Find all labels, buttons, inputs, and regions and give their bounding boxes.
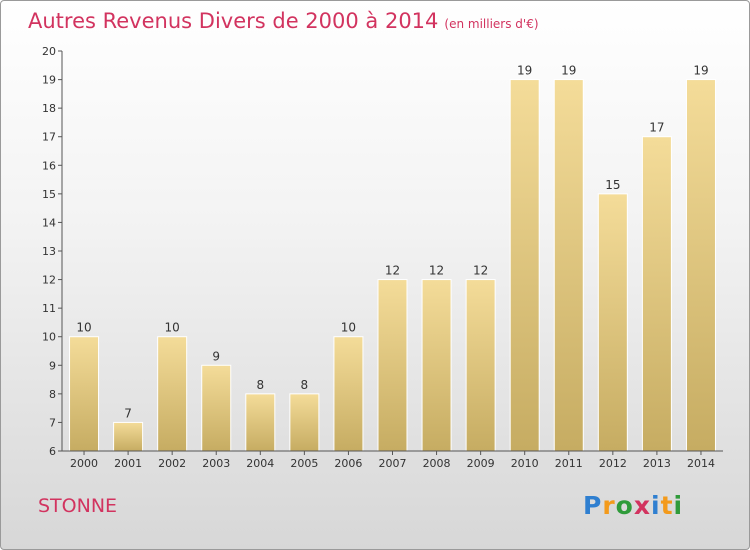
y-tick-label: 17 [42, 131, 56, 144]
y-tick-label: 14 [42, 216, 56, 229]
bar [597, 193, 628, 452]
y-tick-label: 13 [42, 245, 56, 258]
x-tick-label: 2004 [246, 457, 274, 470]
y-tick-label: 6 [49, 445, 56, 458]
logo-letter: o [615, 491, 634, 520]
y-tick-label: 9 [49, 359, 56, 372]
bar [333, 336, 364, 452]
y-tick-label: 8 [49, 388, 56, 401]
bar-value-label: 12 [385, 264, 400, 278]
bar [421, 279, 452, 452]
x-tick-label: 2011 [555, 457, 583, 470]
bar [245, 393, 276, 452]
bar-value-label: 9 [212, 349, 220, 363]
bar [553, 79, 584, 452]
y-tick-label: 12 [42, 274, 56, 287]
bar-value-label: 12 [473, 264, 488, 278]
x-tick-label: 2009 [467, 457, 495, 470]
x-tick-label: 2006 [334, 457, 362, 470]
bar-value-label: 10 [76, 321, 91, 335]
chart-title-text: Autres Revenus Divers de 2000 à 2014 [28, 9, 439, 33]
bar-value-label: 17 [649, 121, 664, 135]
bar-value-label: 10 [341, 321, 356, 335]
bar [377, 279, 408, 452]
x-tick-label: 2010 [511, 457, 539, 470]
x-tick-label: 2001 [114, 457, 142, 470]
bar-value-label: 15 [605, 178, 620, 192]
logo-letter: i [673, 491, 684, 520]
bar [201, 364, 232, 452]
y-tick-label: 10 [42, 331, 56, 344]
bar [113, 421, 144, 452]
bar-value-label: 19 [517, 64, 532, 78]
logo-letter: i [651, 491, 661, 520]
x-tick-label: 2002 [158, 457, 186, 470]
proxiti-logo: Proxiti [583, 491, 683, 520]
y-tick-label: 18 [42, 102, 56, 115]
bar-value-label: 19 [693, 64, 708, 78]
chart-subtitle: (en milliers d'€) [444, 17, 539, 31]
bar-value-label: 8 [301, 378, 309, 392]
bar [509, 79, 540, 452]
bar-value-label: 12 [429, 264, 444, 278]
bar [685, 79, 716, 452]
logo-letter: t [660, 491, 674, 520]
y-tick-label: 7 [49, 416, 56, 429]
bar [157, 336, 188, 452]
x-tick-label: 2003 [202, 457, 230, 470]
bar-value-label: 10 [165, 321, 180, 335]
commune-name: STONNE [38, 495, 118, 517]
bar [289, 393, 320, 452]
chart-title: Autres Revenus Divers de 2000 à 2014 (en … [28, 9, 539, 33]
y-tick-label: 15 [42, 188, 56, 201]
bar [641, 136, 672, 452]
y-tick-label: 16 [42, 159, 56, 172]
logo-letter: P [583, 491, 603, 520]
x-tick-label: 2013 [643, 457, 671, 470]
x-tick-label: 2014 [687, 457, 715, 470]
bar-value-label: 8 [256, 378, 264, 392]
x-tick-label: 2000 [70, 457, 98, 470]
bar-value-label: 7 [124, 406, 132, 420]
x-tick-label: 2007 [379, 457, 407, 470]
logo-letter: r [602, 491, 616, 520]
x-tick-label: 2005 [290, 457, 318, 470]
bar-value-label: 19 [561, 64, 576, 78]
bar [465, 279, 496, 452]
x-tick-label: 2008 [423, 457, 451, 470]
y-tick-label: 11 [42, 302, 56, 315]
logo-letter: x [633, 491, 651, 520]
y-tick-label: 20 [42, 45, 56, 58]
y-tick-label: 19 [42, 74, 56, 87]
x-tick-label: 2012 [599, 457, 627, 470]
bar [69, 336, 100, 452]
